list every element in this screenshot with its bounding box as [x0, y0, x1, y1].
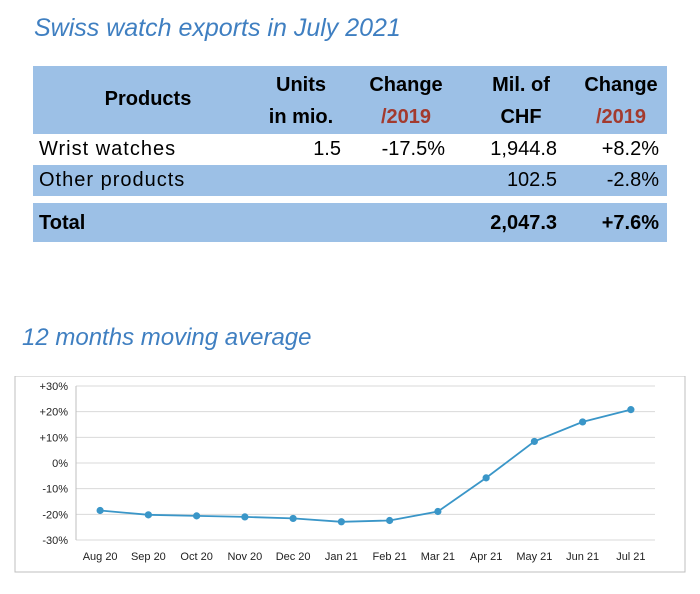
- chf-change-value: -2.8%: [606, 169, 659, 191]
- total-label: Total: [39, 212, 86, 234]
- y-tick-label: -30%: [42, 535, 68, 547]
- y-tick-label: +30%: [40, 381, 69, 393]
- moving-average-chart: +30% +20% +10% 0% -10% -20% -30% Aug 20 Sep 20 O…: [14, 376, 686, 573]
- x-tick-label: Jan 21: [325, 551, 358, 563]
- header-units-line1: Units: [276, 74, 326, 96]
- chf-change-value: +8.2%: [601, 138, 659, 160]
- x-tick-label: Feb 21: [373, 551, 407, 563]
- y-tick-label: -20%: [42, 509, 68, 521]
- total-chf-change-value: +7.6%: [601, 212, 659, 234]
- y-tick-label: 0%: [52, 458, 68, 470]
- units-change-value: -17.5%: [381, 138, 445, 160]
- y-tick-label: +10%: [40, 432, 69, 444]
- table-total-row: Total 2,047.3 +7.6%: [33, 203, 667, 242]
- x-tick-label: Dec 20: [276, 551, 311, 563]
- chf-value: 102.5: [506, 169, 557, 191]
- data-point: [434, 507, 442, 516]
- table-row: Wrist watches 1.5 -17.5% 1,944.8 +8.2%: [33, 134, 667, 165]
- header-change2-line1: Change: [584, 74, 658, 96]
- data-point: [386, 516, 394, 525]
- header-chf-line1: Mil. of: [492, 74, 550, 96]
- data-point: [193, 512, 201, 520]
- header-change2-line2: /2019: [595, 106, 647, 128]
- data-point: [337, 518, 345, 526]
- data-point: [96, 506, 104, 515]
- chf-value: 1,944.8: [490, 138, 557, 160]
- y-tick-label: -10%: [42, 484, 68, 496]
- data-point: [579, 418, 587, 426]
- data-point: [627, 406, 635, 414]
- x-tick-label: May 21: [516, 551, 552, 563]
- x-tick-label: Nov 20: [227, 551, 262, 563]
- data-point: [482, 474, 490, 482]
- x-tick-label: Apr 21: [470, 551, 502, 563]
- x-tick-label: Sep 20: [131, 551, 166, 563]
- product-name: Other products: [39, 169, 186, 191]
- units-value: 1.5: [313, 138, 341, 160]
- x-tick-label: Jun 21: [566, 551, 599, 563]
- product-name: Wrist watches: [39, 138, 177, 160]
- x-tick-label: Oct 20: [180, 551, 212, 563]
- header-units-line2: in mio.: [268, 106, 334, 128]
- chart-title: 12 months moving average: [22, 324, 312, 351]
- data-point: [144, 511, 152, 519]
- data-point: [530, 437, 538, 446]
- chart-frame: [14, 376, 686, 573]
- header-chf-line2: CHF: [500, 106, 542, 128]
- series-line: [100, 408, 632, 523]
- x-tick-label: Mar 21: [421, 551, 455, 563]
- header-products: Products: [104, 88, 192, 110]
- data-point: [289, 514, 297, 523]
- x-tick-label: Aug 20: [83, 551, 118, 563]
- table-row: Other products 102.5 -2.8%: [33, 165, 667, 196]
- total-chf-value: 2,047.3: [490, 212, 557, 234]
- header-change1-line2: /2019: [380, 106, 432, 128]
- x-tick-label: Jul 21: [616, 551, 645, 563]
- header-change1-line1: Change: [369, 74, 443, 96]
- page-title: Swiss watch exports in July 2021: [34, 14, 401, 42]
- table-header: Products Units in mio. Change /2019 Mil.…: [33, 66, 667, 134]
- data-point: [241, 513, 249, 521]
- exports-table: Products Units in mio. Change /2019 Mil.…: [33, 66, 667, 242]
- y-tick-label: +20%: [40, 407, 69, 419]
